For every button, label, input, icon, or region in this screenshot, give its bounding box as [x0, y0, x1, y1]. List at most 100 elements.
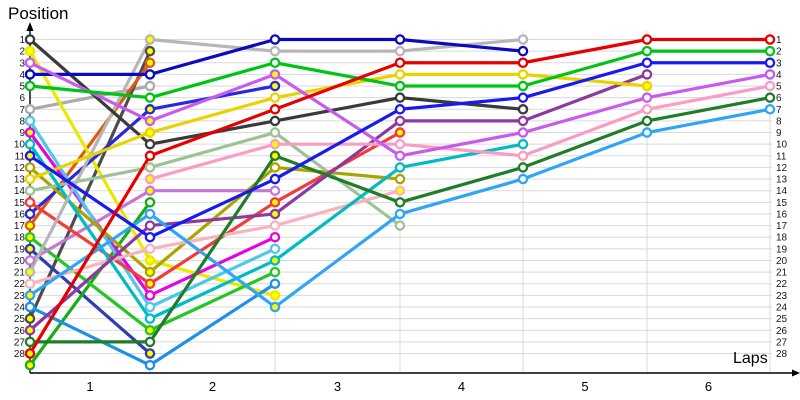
lap-marker-palegreen — [24, 185, 36, 196]
y-tick-label-right: 2 — [776, 47, 782, 58]
y-tick-label-right: 4 — [776, 70, 782, 81]
lap-marker-palegreen — [269, 127, 281, 138]
lap-marker-green-a — [641, 45, 653, 57]
x-axis-title: Laps — [733, 350, 768, 367]
y-axis-arrow — [26, 22, 34, 31]
y-tick-label-left: 21 — [14, 268, 26, 279]
lap-marker-pink-a — [641, 104, 653, 115]
lap-marker-navy-a — [144, 69, 156, 80]
y-tick-label-left: 2 — [19, 47, 25, 58]
lap-marker-forest — [269, 150, 281, 162]
lap-marker-green-c — [144, 197, 156, 208]
y-tick-label-right: 10 — [776, 140, 788, 151]
y-tick-label-right: 21 — [776, 268, 788, 279]
lap-marker-orange-c — [24, 220, 36, 231]
lap-marker-navy-a — [394, 34, 406, 45]
series-line-pink-a — [149, 84, 771, 181]
lap-marker-green-a — [24, 80, 36, 92]
x-tick-label: 4 — [458, 379, 465, 394]
lap-marker-blue-b — [269, 173, 281, 185]
y-tick-label-right: 14 — [776, 186, 788, 197]
lap-marker-yellow-b — [144, 255, 156, 266]
lap-marker-pink-b — [269, 220, 281, 231]
lap-marker-violet — [144, 115, 156, 127]
lap-marker-red-a — [764, 34, 776, 45]
y-tick-label-left: 10 — [14, 140, 26, 151]
y-tick-label-right: 8 — [776, 116, 782, 127]
lap-marker-purple-b — [269, 185, 281, 196]
lap-marker-purple-a — [641, 69, 653, 80]
lap-marker-darkgray-a — [517, 104, 529, 115]
lap-marker-blue-a — [144, 104, 156, 115]
lap-marker-darkgray-a — [269, 115, 281, 127]
x-axis-arrow — [792, 369, 800, 377]
lap-marker-purple-b — [144, 185, 156, 196]
lap-marker-silver-a — [144, 80, 156, 92]
y-tick-label-left: 6 — [19, 93, 25, 104]
y-tick-label-left: 23 — [14, 291, 26, 302]
y-tick-label-right: 7 — [776, 105, 782, 116]
lap-marker-blue-b — [144, 231, 156, 243]
lap-marker-pink-b — [144, 243, 156, 255]
lap-marker-olive — [269, 162, 281, 173]
x-tick-label: 1 — [86, 379, 93, 394]
y-tick-label-left: 16 — [14, 209, 26, 220]
lap-marker-darkgray-b — [144, 45, 156, 57]
lap-marker-forest — [764, 92, 776, 103]
lap-marker-green-a — [269, 57, 281, 69]
lap-marker-magenta-b — [24, 127, 36, 138]
y-tick-label-right: 26 — [776, 326, 788, 337]
lap-marker-pink-a — [144, 173, 156, 185]
lap-marker-yellow-a — [24, 173, 36, 185]
lap-marker-silver-b — [24, 266, 36, 278]
lap-marker-pink-a — [517, 150, 529, 162]
lap-marker-violet — [641, 92, 653, 103]
lap-marker-red-b — [394, 127, 406, 138]
y-tick-label-right: 24 — [776, 302, 788, 313]
lap-marker-darkgray-a — [24, 34, 36, 45]
lap-marker-pink-a — [269, 138, 281, 150]
lap-marker-purple-a — [517, 115, 529, 127]
lap-marker-silver-b — [394, 45, 406, 57]
lap-marker-navy-a — [269, 34, 281, 45]
lap-marker-green-c — [24, 359, 36, 371]
y-tick-label-right: 17 — [776, 221, 788, 232]
lap-marker-blue-b — [641, 57, 653, 69]
lap-marker-blue-b — [394, 104, 406, 115]
y-tick-label-right: 19 — [776, 244, 788, 255]
lap-marker-navy-b — [24, 243, 36, 255]
lap-marker-green-a — [764, 45, 776, 57]
y-tick-label-left: 9 — [19, 128, 25, 139]
lap-marker-violet — [517, 127, 529, 138]
lap-marker-deepsky-b — [641, 127, 653, 138]
lap-marker-deepsky-b — [394, 208, 406, 220]
lap-marker-deepsky-b — [24, 290, 36, 301]
lap-marker-silver-a — [24, 104, 36, 115]
y-tick-label-right: 22 — [776, 279, 788, 290]
lap-marker-violet — [394, 150, 406, 162]
lap-marker-palegreen — [144, 162, 156, 173]
lap-marker-yellow-a — [269, 92, 281, 103]
lap-marker-deepsky-b — [144, 208, 156, 220]
lap-marker-blue-b — [517, 92, 529, 103]
lap-marker-purple-b — [24, 255, 36, 266]
lap-marker-purple-a — [394, 115, 406, 127]
lap-marker-darkgray-a — [144, 138, 156, 150]
lap-marker-darkgray-b — [24, 313, 36, 324]
y-tick-label-right: 23 — [776, 291, 788, 302]
lap-marker-pink-a — [394, 138, 406, 150]
y-tick-label-right: 27 — [776, 337, 788, 348]
y-tick-label-left: 27 — [14, 337, 26, 348]
lap-marker-purple-a — [269, 208, 281, 220]
lap-marker-red-a — [269, 104, 281, 115]
lap-marker-olive — [24, 162, 36, 173]
y-tick-label-left: 13 — [14, 175, 26, 186]
lap-marker-deepsky-b — [764, 104, 776, 115]
lap-marker-cyan-a — [144, 301, 156, 313]
lap-marker-pink-b — [24, 278, 36, 289]
lap-marker-blue-a — [24, 208, 36, 220]
lap-marker-yellow-a — [517, 69, 529, 80]
lap-marker-navy-b — [144, 348, 156, 359]
series-line-navy-a — [30, 37, 524, 76]
